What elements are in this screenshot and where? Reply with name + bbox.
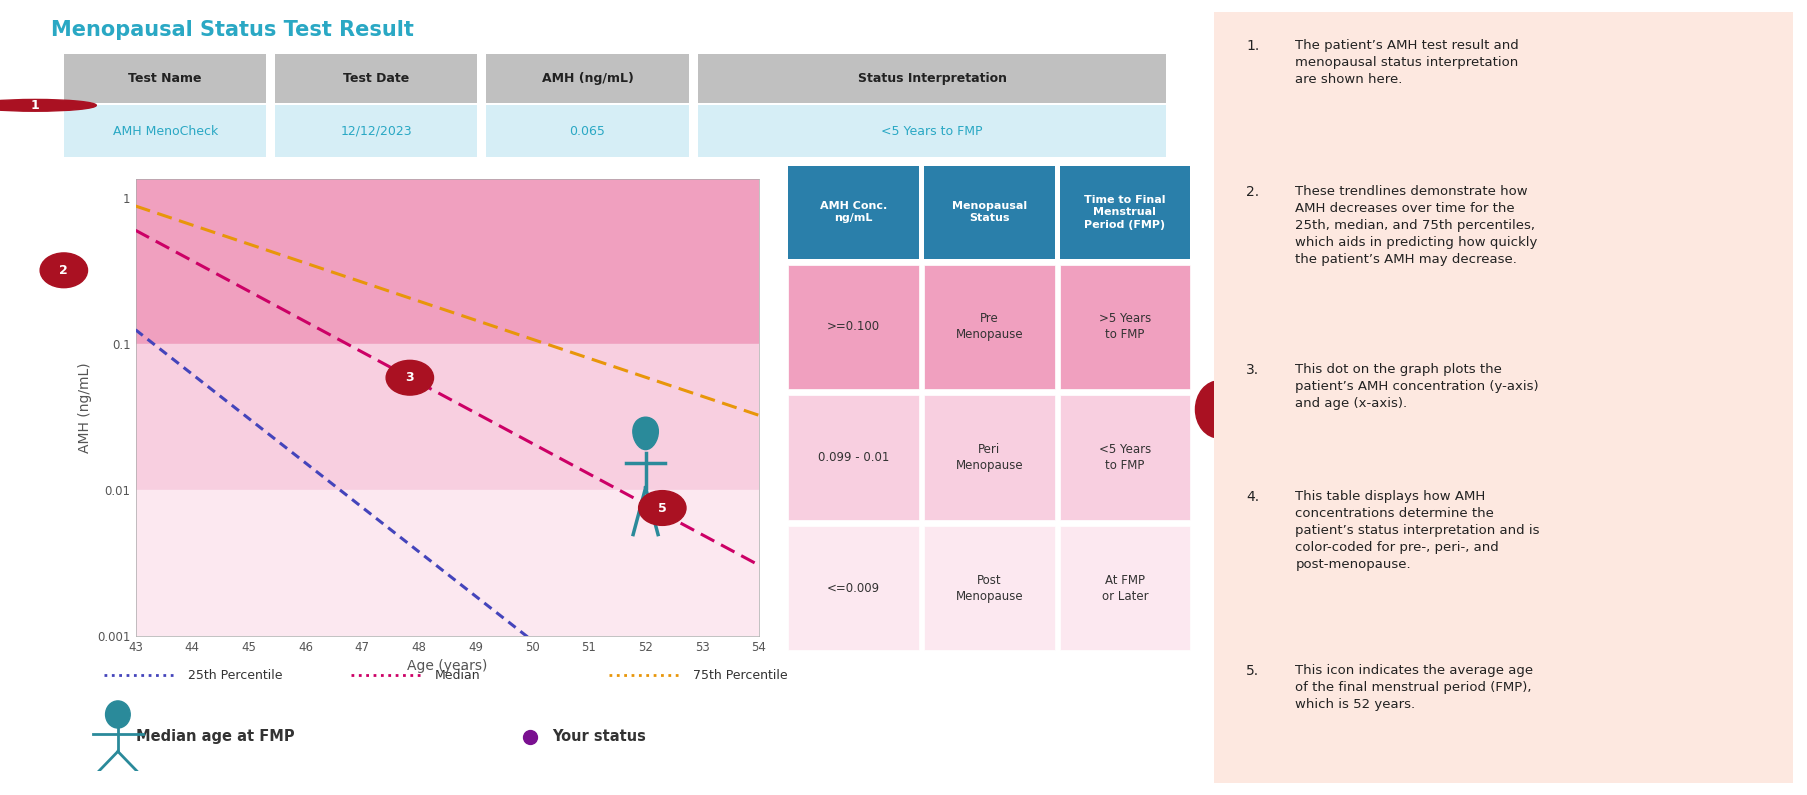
Text: Your status: Your status	[553, 729, 647, 744]
Text: Test Date: Test Date	[343, 72, 410, 85]
FancyBboxPatch shape	[1059, 395, 1191, 520]
Bar	[136, 490, 759, 636]
Y-axis label: AMH (ng/mL): AMH (ng/mL)	[78, 363, 92, 452]
Circle shape	[1196, 381, 1243, 438]
Text: 12/12/2023: 12/12/2023	[340, 125, 412, 138]
FancyBboxPatch shape	[275, 54, 477, 103]
Text: Status Interpretation: Status Interpretation	[858, 72, 1006, 85]
FancyBboxPatch shape	[923, 395, 1055, 520]
Text: Menopausal Status Test Result: Menopausal Status Test Result	[51, 20, 414, 40]
FancyBboxPatch shape	[486, 106, 688, 157]
Text: 4: 4	[1214, 403, 1223, 416]
Text: This table displays how AMH
concentrations determine the
patient’s status interp: This table displays how AMH concentratio…	[1296, 490, 1540, 571]
Text: 25th Percentile: 25th Percentile	[188, 669, 284, 681]
FancyBboxPatch shape	[788, 525, 920, 650]
Text: 0.099 - 0.01: 0.099 - 0.01	[819, 451, 889, 464]
Text: 1.: 1.	[1247, 39, 1259, 53]
FancyBboxPatch shape	[923, 525, 1055, 650]
Text: 1: 1	[31, 99, 40, 112]
Text: The patient’s AMH test result and
menopausal status interpretation
are shown her: The patient’s AMH test result and menopa…	[1296, 39, 1520, 86]
Text: 2.: 2.	[1247, 185, 1259, 200]
FancyBboxPatch shape	[1059, 166, 1191, 258]
Text: Median: Median	[435, 669, 481, 681]
Text: AMH (ng/mL): AMH (ng/mL)	[542, 72, 634, 85]
Text: Peri
Menopause: Peri Menopause	[956, 443, 1023, 472]
Text: 5: 5	[658, 502, 667, 514]
FancyBboxPatch shape	[788, 166, 920, 258]
FancyBboxPatch shape	[923, 166, 1055, 258]
FancyBboxPatch shape	[1059, 265, 1191, 390]
Text: >5 Years
to FMP: >5 Years to FMP	[1099, 312, 1151, 341]
Text: These trendlines demonstrate how
AMH decreases over time for the
25th, median, a: These trendlines demonstrate how AMH dec…	[1296, 185, 1538, 266]
FancyBboxPatch shape	[1214, 12, 1793, 783]
Text: 2: 2	[60, 264, 69, 277]
Text: AMH Conc.
ng/mL: AMH Conc. ng/mL	[820, 201, 887, 223]
Ellipse shape	[105, 701, 130, 728]
FancyBboxPatch shape	[698, 54, 1167, 103]
Text: Test Name: Test Name	[128, 72, 202, 85]
FancyBboxPatch shape	[1059, 525, 1191, 650]
Ellipse shape	[632, 417, 658, 450]
FancyBboxPatch shape	[486, 54, 688, 103]
Circle shape	[387, 360, 434, 395]
Circle shape	[40, 253, 87, 288]
Text: Pre
Menopause: Pre Menopause	[956, 312, 1023, 341]
Text: Time to Final
Menstrual
Period (FMP): Time to Final Menstrual Period (FMP)	[1084, 195, 1166, 230]
Text: This dot on the graph plots the
patient’s AMH concentration (y-axis)
and age (x-: This dot on the graph plots the patient’…	[1296, 363, 1540, 409]
Bar	[136, 344, 759, 490]
Text: Menopausal
Status: Menopausal Status	[952, 201, 1026, 223]
X-axis label: Age (years): Age (years)	[407, 659, 488, 673]
FancyBboxPatch shape	[63, 106, 266, 157]
Text: 3: 3	[405, 371, 414, 384]
Circle shape	[638, 491, 687, 525]
Text: <5 Years
to FMP: <5 Years to FMP	[1099, 443, 1151, 472]
Text: 4.: 4.	[1247, 490, 1259, 504]
Text: AMH MenoCheck: AMH MenoCheck	[112, 125, 219, 138]
Text: At FMP
or Later: At FMP or Later	[1102, 574, 1147, 603]
FancyBboxPatch shape	[698, 106, 1167, 157]
FancyBboxPatch shape	[63, 54, 266, 103]
Bar	[136, 173, 759, 344]
Text: 0.065: 0.065	[569, 125, 605, 138]
Text: Post
Menopause: Post Menopause	[956, 574, 1023, 603]
Text: 3.: 3.	[1247, 363, 1259, 377]
Text: 75th Percentile: 75th Percentile	[692, 669, 788, 681]
FancyBboxPatch shape	[275, 106, 477, 157]
Text: This icon indicates the average age
of the final menstrual period (FMP),
which i: This icon indicates the average age of t…	[1296, 664, 1534, 711]
Text: 5.: 5.	[1247, 664, 1259, 677]
FancyBboxPatch shape	[788, 265, 920, 390]
Text: <=0.009: <=0.009	[828, 582, 880, 595]
Circle shape	[0, 99, 96, 111]
Text: Median age at FMP: Median age at FMP	[136, 729, 295, 744]
FancyBboxPatch shape	[788, 395, 920, 520]
Text: >=0.100: >=0.100	[828, 320, 880, 333]
Text: <5 Years to FMP: <5 Years to FMP	[882, 125, 983, 138]
FancyBboxPatch shape	[923, 265, 1055, 390]
